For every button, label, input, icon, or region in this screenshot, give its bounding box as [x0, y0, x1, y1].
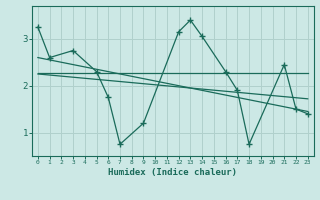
X-axis label: Humidex (Indice chaleur): Humidex (Indice chaleur) [108, 168, 237, 177]
